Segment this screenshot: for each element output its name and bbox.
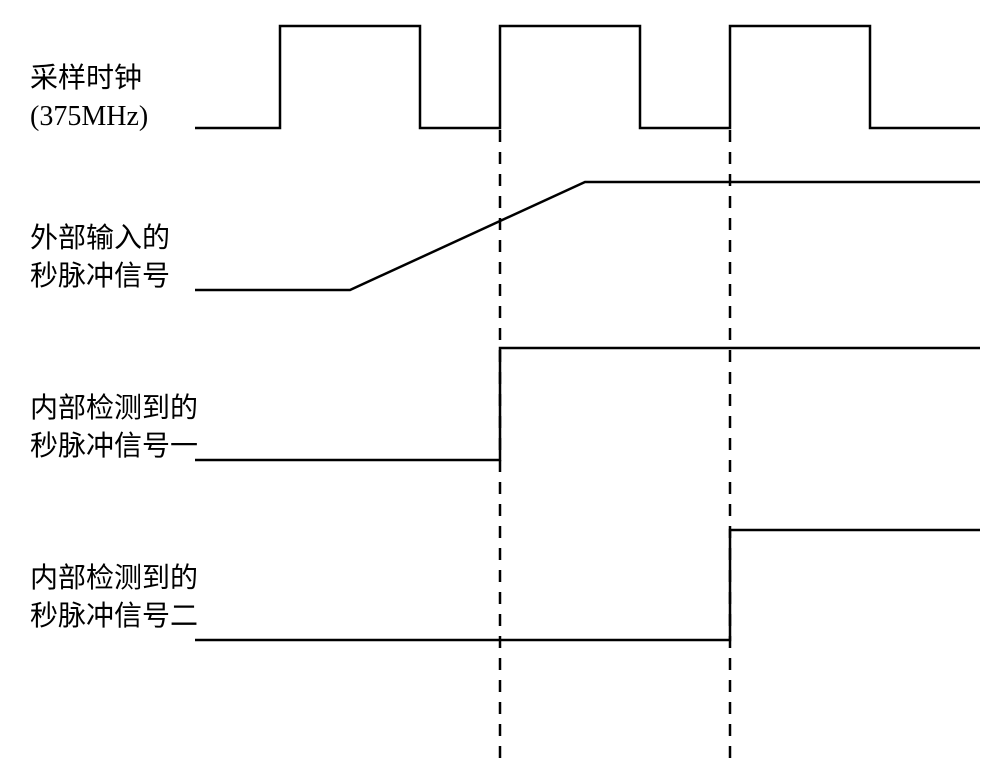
ext-pulse-label-line1: 外部输入的 <box>30 220 170 258</box>
internal-1-label-line2: 秒脉冲信号一 <box>30 428 198 466</box>
clock-label-line1: 采样时钟 <box>30 60 142 98</box>
timing-diagram: 采样时钟 (375MHz) 外部输入的 秒脉冲信号 内部检测到的 秒脉冲信号一 … <box>0 0 1000 780</box>
ext-pulse-label-line2: 秒脉冲信号 <box>30 258 170 296</box>
internal-1-label-line1: 内部检测到的 <box>30 390 198 428</box>
internal-2-label-line2: 秒脉冲信号二 <box>30 598 198 636</box>
clock-label-line2: (375MHz) <box>30 98 148 136</box>
internal-2-label-line1: 内部检测到的 <box>30 560 198 598</box>
